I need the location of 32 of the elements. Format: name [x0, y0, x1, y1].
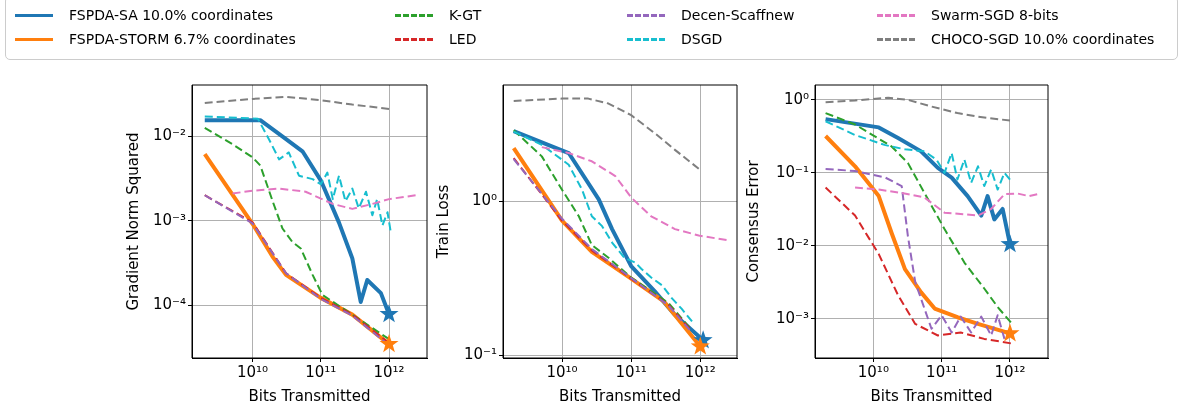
y-tick-label: 10⁻²: [775, 235, 809, 254]
legend-label: LED: [449, 31, 477, 47]
y-tick-label: 10⁻¹: [463, 345, 497, 364]
y-axis-title: Gradient Norm Squared: [123, 132, 142, 311]
legend-label: K-GT: [449, 7, 482, 23]
y-tick-label: 10⁰: [471, 191, 497, 210]
x-tick-label: 10¹¹: [305, 362, 337, 381]
legend-label: FSPDA-STORM 6.7% coordinates: [69, 31, 296, 47]
x-tick-label: 10¹²: [684, 362, 716, 381]
legend-label: Swarm-SGD 8-bits: [931, 7, 1059, 23]
y-axis-title: Consensus Error: [743, 159, 762, 283]
legend-label: DSGD: [681, 31, 723, 47]
y-tick-label: 10⁰: [783, 89, 809, 108]
legend-label: CHOCO-SGD 10.0% coordinates: [931, 31, 1155, 47]
x-tick-label: 10¹⁰: [236, 362, 269, 381]
legend-label: FSPDA-SA 10.0% coordinates: [69, 7, 274, 23]
y-tick-label: 10⁻⁴: [152, 295, 186, 314]
x-tick-label: 10¹¹: [615, 362, 647, 381]
y-tick-label: 10⁻³: [775, 308, 809, 327]
x-tick-label: 10¹⁰: [546, 362, 578, 381]
x-tick-label: 10¹²: [994, 362, 1026, 381]
x-tick-label: 10¹²: [373, 362, 405, 381]
x-axis-title: Bits Transmitted: [248, 386, 371, 405]
x-tick-label: 10¹¹: [926, 362, 958, 381]
y-tick-label: 10⁻¹: [775, 162, 809, 181]
x-axis-title: Bits Transmitted: [870, 386, 993, 405]
y-axis-title: Train Loss: [433, 184, 452, 260]
x-axis-title: Bits Transmitted: [559, 386, 681, 405]
x-tick-label: 10¹⁰: [857, 362, 889, 381]
legend-label: Decen-Scaffnew: [681, 7, 795, 23]
y-tick-label: 10⁻²: [152, 125, 186, 144]
y-tick-label: 10⁻³: [152, 210, 186, 229]
